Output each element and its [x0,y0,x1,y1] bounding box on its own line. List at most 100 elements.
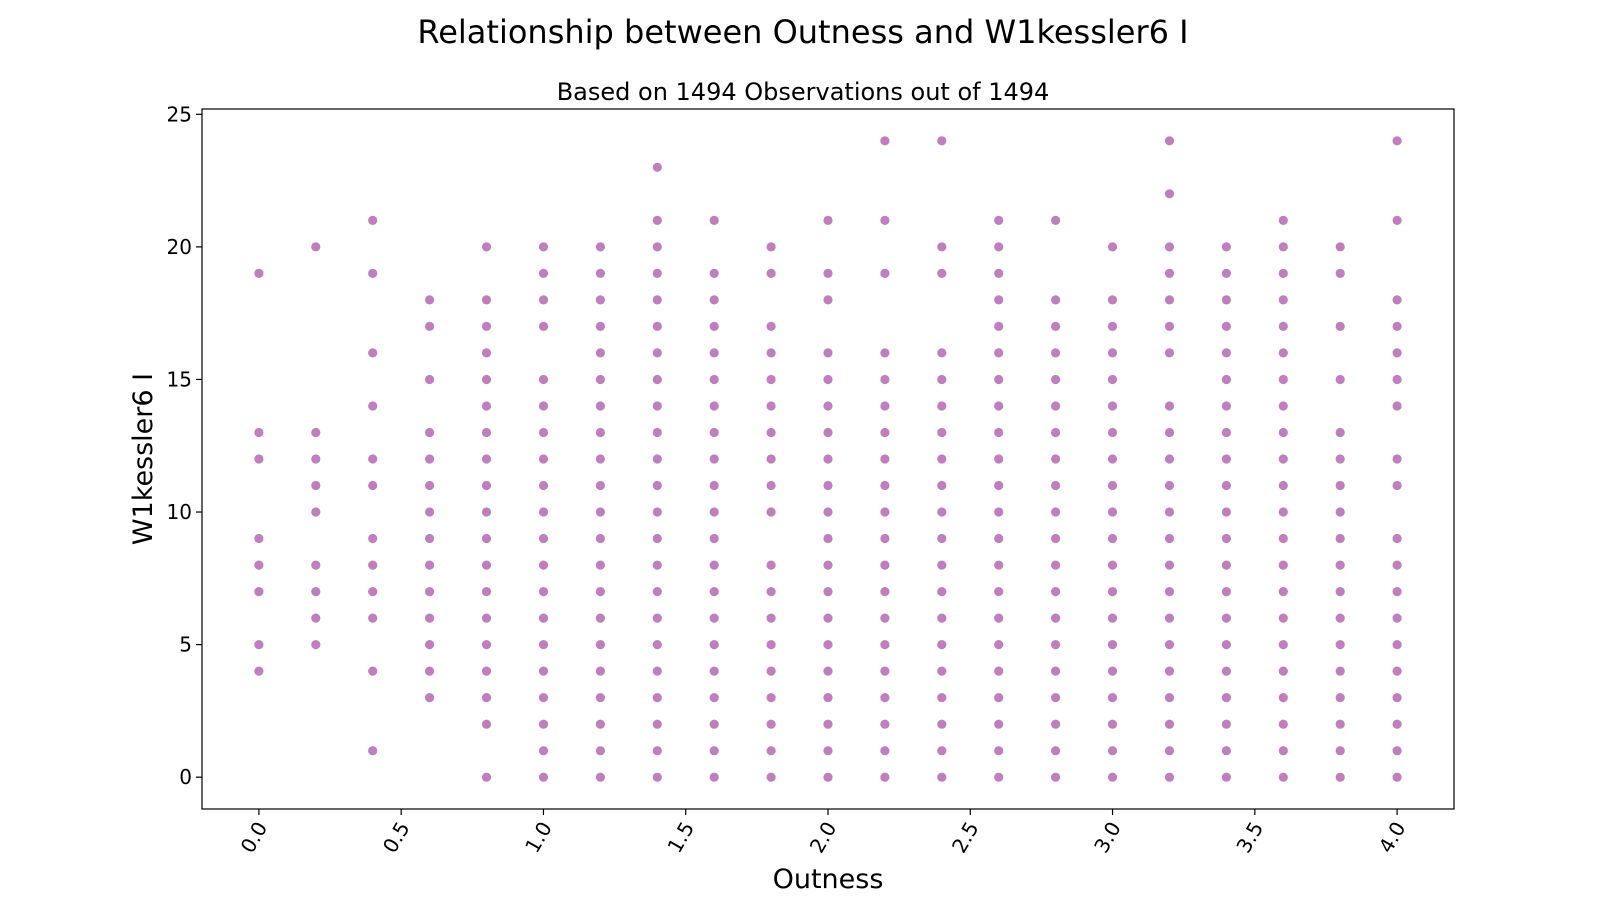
data-point [937,401,947,411]
data-point [595,560,606,570]
data-point [823,560,833,570]
data-point [1278,268,1288,278]
data-point [1335,427,1345,438]
data-point [823,348,833,358]
data-point [1392,348,1402,358]
data-point [1051,480,1061,491]
data-point [1392,480,1402,491]
data-point [311,454,321,464]
data-point [652,666,662,676]
data-point [311,560,321,570]
data-point [766,719,776,729]
data-point [1278,560,1288,570]
data-point [652,454,662,464]
x-tick-label: 0.0 [236,818,273,858]
data-point [1164,587,1175,597]
data-point [1278,666,1288,676]
data-point [766,507,776,517]
data-point [937,746,947,756]
data-point [937,666,947,676]
data-point [1051,560,1061,570]
data-point [1392,215,1402,225]
data-point [1335,374,1345,385]
data-point [1278,295,1288,305]
data-point [595,295,606,305]
data-point [709,321,719,331]
data-point [652,215,662,225]
data-point [937,587,947,597]
data-point [1392,587,1402,597]
data-point [709,295,719,305]
data-point [1051,215,1061,225]
data-point [1164,268,1175,278]
data-point [481,242,492,252]
data-point [709,454,719,464]
data-point [1278,374,1288,385]
data-point [538,533,549,544]
data-point [1164,427,1175,438]
data-point [823,666,833,676]
data-point [1392,666,1402,676]
data-point [652,268,662,278]
data-point [823,480,833,491]
x-tick-label: 2.0 [805,818,842,858]
data-point [1107,772,1118,782]
x-tick-label: 1.5 [662,818,699,858]
data-point [481,613,492,623]
data-point [937,268,947,278]
data-point [880,401,890,411]
data-point [538,746,549,756]
data-point [311,427,321,438]
data-point [1221,480,1231,491]
data-point [937,613,947,623]
data-point [368,268,378,278]
data-point [766,454,776,464]
data-point [538,454,549,464]
data-point [425,295,435,305]
x-tick-label: 1.0 [520,818,557,858]
data-point [1164,401,1175,411]
data-point [823,427,833,438]
data-point [481,719,492,729]
data-point [1164,507,1175,517]
data-point [1221,427,1231,438]
data-point [709,560,719,570]
data-point [1221,295,1231,305]
data-point [880,587,890,597]
data-point [425,666,435,676]
data-point [994,693,1004,703]
data-point [368,533,378,544]
data-point [994,215,1004,225]
data-point [823,533,833,544]
data-point [254,560,264,570]
data-point [425,640,435,650]
data-point [1335,480,1345,491]
data-point [652,613,662,623]
data-point [652,560,662,570]
data-point [652,374,662,385]
data-point [481,348,492,358]
data-point [425,427,435,438]
chart-title: Relationship between Outness and W1kessl… [417,13,1188,51]
data-point [254,666,264,676]
data-point [311,613,321,623]
y-tick-label: 0 [179,765,192,789]
data-point [880,268,890,278]
data-point [1051,507,1061,517]
data-point [368,348,378,358]
data-point [1221,640,1231,650]
data-point [1392,772,1402,782]
data-point [481,560,492,570]
data-point [481,666,492,676]
data-point [481,401,492,411]
data-point [311,242,321,252]
data-point [1051,321,1061,331]
data-point [1392,136,1402,146]
data-point [823,772,833,782]
data-point [994,613,1004,623]
data-point [538,587,549,597]
data-point [1107,348,1118,358]
data-point [595,268,606,278]
data-point [709,746,719,756]
